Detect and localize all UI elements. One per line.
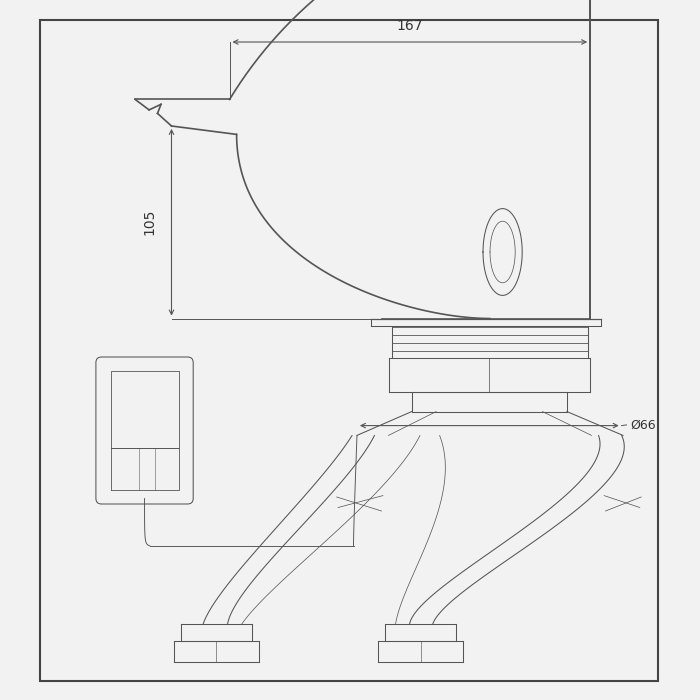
Text: Ø66: Ø66 [630, 419, 656, 431]
Text: 105: 105 [142, 209, 156, 235]
Text: 167: 167 [397, 19, 423, 33]
Bar [40, 20, 658, 681]
